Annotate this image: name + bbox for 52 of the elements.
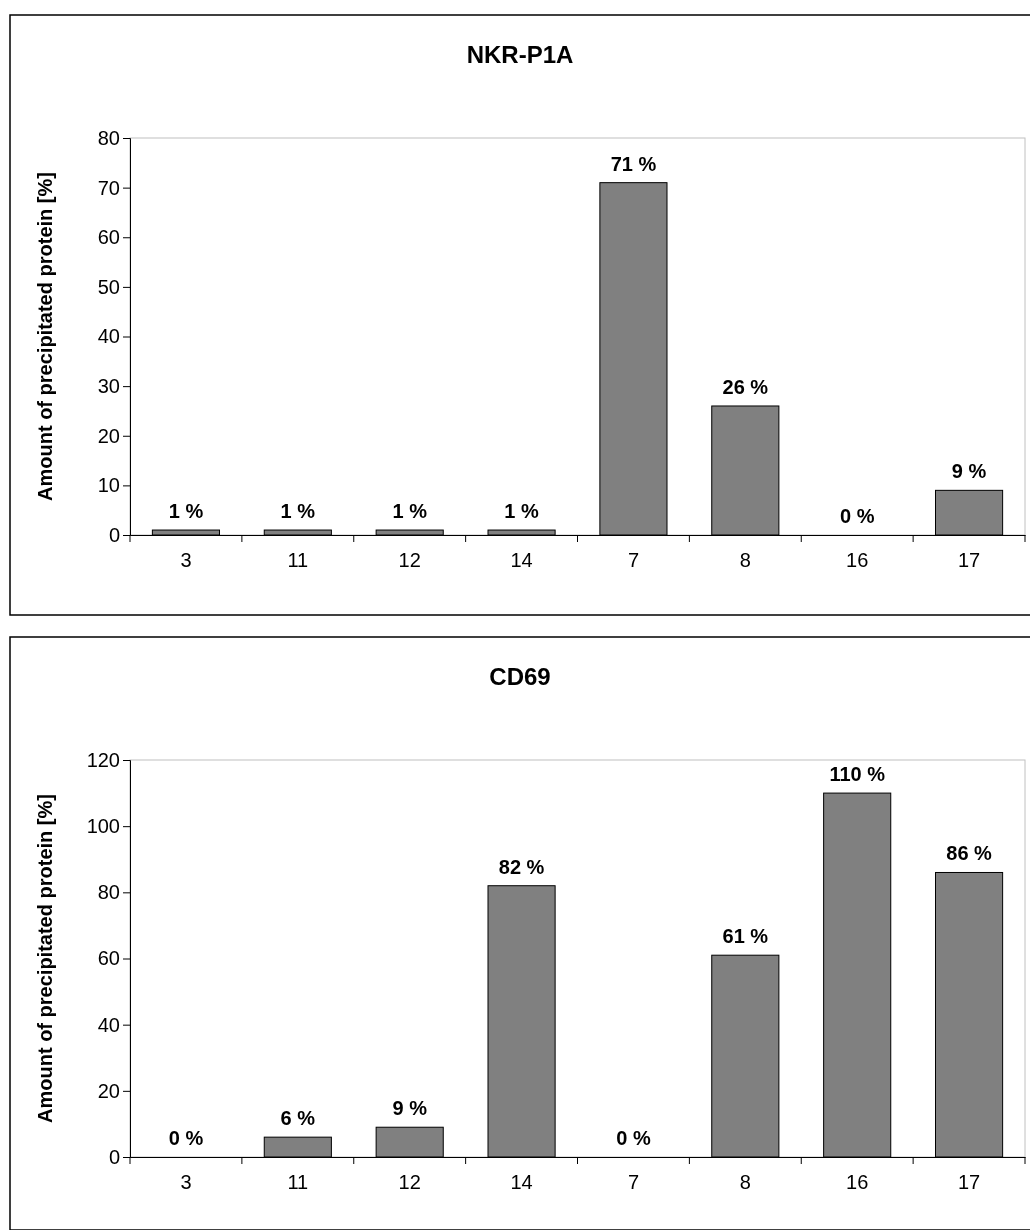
x-tick-label: 11	[287, 1171, 309, 1194]
x-tick-label: 12	[398, 549, 421, 572]
y-tick-label: 30	[97, 375, 120, 398]
x-tick-label: 7	[627, 1171, 639, 1194]
y-tick-label: 0	[108, 1145, 120, 1168]
data-label: 9 %	[951, 460, 987, 483]
data-label: 61 %	[722, 925, 769, 948]
data-label: 86 %	[946, 842, 993, 865]
data-label: 1 %	[280, 500, 316, 523]
x-tick-label: 16	[846, 1171, 869, 1194]
x-tick-label: 14	[510, 1171, 533, 1194]
x-tick-label: 17	[957, 1171, 981, 1194]
y-tick-label: 10	[97, 474, 120, 497]
x-tick-label: 14	[510, 549, 533, 572]
y-tick-label: 70	[97, 176, 120, 199]
x-tick-label: 7	[627, 549, 639, 572]
chart-title: NKR-P1A	[466, 41, 574, 68]
data-label: 9 %	[392, 1097, 428, 1120]
y-tick-label: 40	[97, 1013, 120, 1036]
y-tick-label: 60	[97, 226, 120, 249]
data-label: 0 %	[616, 1127, 651, 1149]
data-label: 6 %	[280, 1107, 316, 1130]
x-tick-label: 11	[287, 549, 309, 572]
x-tick-label: 12	[398, 1171, 421, 1194]
data-label: 1 %	[504, 500, 540, 523]
y-tick-label: 100	[86, 815, 120, 838]
x-tick-label: 3	[180, 1171, 192, 1194]
y-tick-label: 40	[97, 325, 120, 348]
y-tick-label: 80	[97, 881, 120, 904]
y-tick-label: 80	[97, 126, 120, 149]
data-label: 1 %	[392, 500, 428, 523]
data-label: 1 %	[168, 500, 204, 523]
data-label: 71 %	[610, 152, 657, 175]
y-axis-title: Amount of precipitated protein [%]	[34, 172, 56, 501]
x-tick-label: 16	[846, 549, 869, 572]
x-tick-label: 17	[957, 549, 981, 572]
y-tick-label: 120	[86, 748, 120, 771]
y-tick-label: 60	[97, 947, 120, 970]
y-axis-title: Amount of precipitated protein [%]	[34, 794, 56, 1123]
data-label: 0 %	[839, 505, 875, 527]
y-tick-label: 20	[97, 1079, 120, 1102]
data-label: 26 %	[722, 375, 769, 398]
data-label: 110 %	[829, 763, 886, 786]
x-tick-label: 8	[739, 1171, 751, 1194]
chart-title: CD69	[489, 663, 551, 690]
x-tick-label: 3	[180, 549, 192, 572]
y-tick-label: 20	[97, 424, 120, 447]
y-tick-label: 50	[97, 275, 120, 298]
y-tick-label: 0	[108, 523, 120, 546]
data-label: 0 %	[168, 1127, 204, 1149]
data-label: 82 %	[498, 855, 545, 878]
x-tick-label: 8	[739, 549, 751, 572]
